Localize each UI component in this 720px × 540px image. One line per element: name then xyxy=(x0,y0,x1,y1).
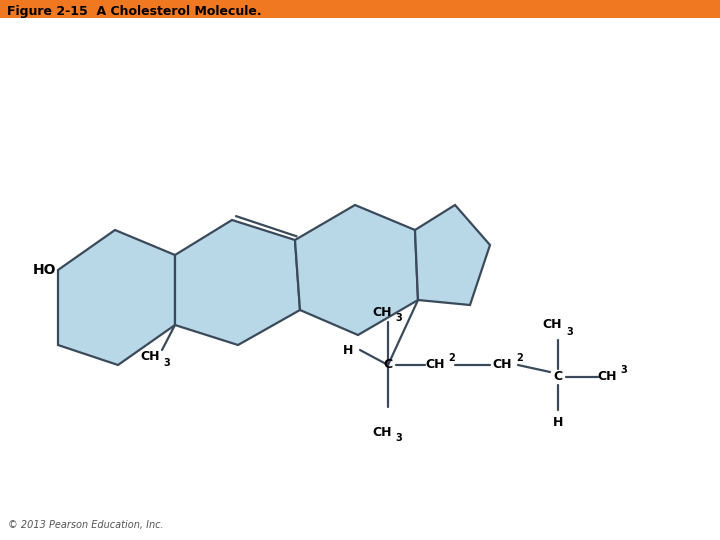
Text: CH: CH xyxy=(140,350,160,363)
Polygon shape xyxy=(295,205,418,335)
Text: CH: CH xyxy=(492,359,512,372)
Text: CH: CH xyxy=(426,359,445,372)
Polygon shape xyxy=(415,205,490,305)
Polygon shape xyxy=(175,220,300,345)
Text: © 2013 Pearson Education, Inc.: © 2013 Pearson Education, Inc. xyxy=(8,520,163,530)
Text: C: C xyxy=(554,370,562,383)
Text: HO: HO xyxy=(33,263,57,277)
Text: CH: CH xyxy=(372,426,392,438)
Text: 3: 3 xyxy=(395,313,402,323)
Text: C: C xyxy=(384,359,392,372)
Text: 3: 3 xyxy=(163,358,170,368)
Polygon shape xyxy=(58,230,175,365)
Text: Figure 2-15  A Cholesterol Molecule.: Figure 2-15 A Cholesterol Molecule. xyxy=(7,4,261,17)
Text: 2: 2 xyxy=(448,353,455,363)
Text: H: H xyxy=(553,415,563,429)
Bar xyxy=(0,0,720,18)
Text: 3: 3 xyxy=(620,365,626,375)
Text: H: H xyxy=(343,343,354,356)
Text: 3: 3 xyxy=(566,327,572,337)
Text: CH: CH xyxy=(372,306,392,319)
Text: 2: 2 xyxy=(516,353,523,363)
Text: 3: 3 xyxy=(395,433,402,443)
Text: CH: CH xyxy=(542,319,562,332)
Text: CH: CH xyxy=(598,370,617,383)
